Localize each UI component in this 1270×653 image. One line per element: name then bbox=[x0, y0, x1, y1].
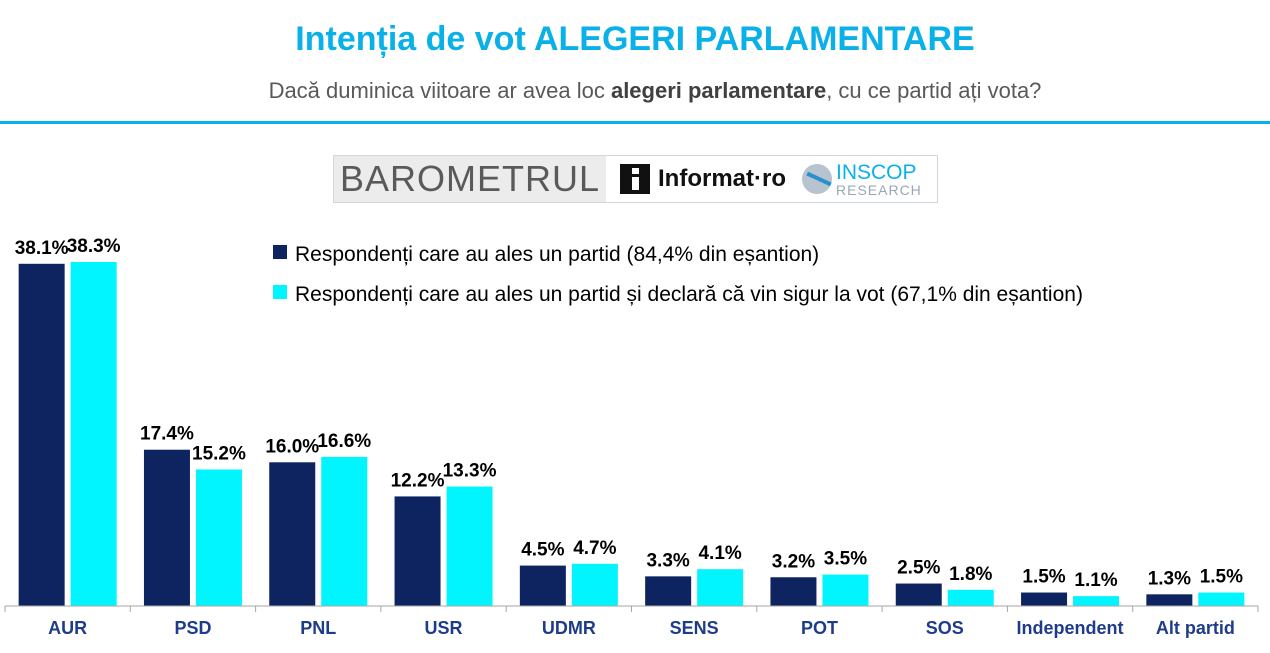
category-label-independent: Independent bbox=[1017, 618, 1124, 638]
value-label-usr-series-2: 13.3% bbox=[443, 461, 497, 482]
subtitle-text-start: Dacă duminica viitoare ar avea loc bbox=[268, 78, 611, 103]
value-label-pnl-series-1: 16.0% bbox=[265, 436, 319, 457]
value-label-alt-partid-series-1: 1.3% bbox=[1148, 568, 1191, 589]
category-label-usr: USR bbox=[425, 618, 463, 638]
value-label-sens-series-1: 3.3% bbox=[646, 550, 689, 571]
inscop-logo-subtext: RESEARCH bbox=[836, 181, 922, 198]
legend-label-series-1: Respondenți care au ales un partid (84,4… bbox=[295, 243, 819, 266]
value-label-sos-series-2: 1.8% bbox=[949, 564, 992, 585]
inscop-logo-text: INSCOP bbox=[836, 160, 917, 184]
category-label-sens: SENS bbox=[670, 618, 719, 638]
value-label-aur-series-1: 38.1% bbox=[15, 238, 69, 259]
bar-usr-series-2 bbox=[446, 486, 493, 606]
informat-logo: Informat·ro bbox=[620, 164, 786, 194]
value-label-aur-series-2: 38.3% bbox=[67, 236, 121, 257]
legend-label-series-2: Respondenți care au ales un partid și de… bbox=[295, 283, 1083, 306]
value-label-sos-series-1: 2.5% bbox=[897, 558, 940, 579]
inscop-logo-icon bbox=[802, 164, 832, 194]
bar-sens-series-2 bbox=[697, 569, 744, 606]
bar-psd-series-2 bbox=[195, 469, 242, 606]
bar-alt-partid-series-1 bbox=[1146, 594, 1193, 606]
value-label-udmr-series-2: 4.7% bbox=[573, 538, 616, 559]
value-label-pot-series-1: 3.2% bbox=[772, 551, 815, 572]
value-label-psd-series-2: 15.2% bbox=[192, 443, 246, 464]
category-label-udmr: UDMR bbox=[542, 618, 596, 638]
legend-swatch-series-1 bbox=[273, 245, 287, 259]
value-label-usr-series-1: 12.2% bbox=[391, 470, 445, 491]
chart-category-labels: AUR PSD PNL USR UDMR SENS POT SOS Independent Alt… bbox=[48, 618, 1235, 638]
subtitle-text-end: , cu ce partid ați vota? bbox=[826, 78, 1042, 103]
informat-logo-text: Informat·ro bbox=[658, 165, 786, 192]
bar-pnl-series-2 bbox=[321, 456, 368, 606]
bar-usr-series-1 bbox=[394, 496, 441, 606]
title-divider bbox=[0, 121, 1270, 124]
bar-sens-series-1 bbox=[645, 576, 692, 606]
value-label-independent-series-1: 1.5% bbox=[1022, 567, 1065, 588]
page-subtitle: Dacă duminica viitoare ar avea loc alege… bbox=[0, 78, 1270, 104]
bar-pnl-series-1 bbox=[269, 462, 316, 606]
subtitle-bold-text: alegeri parlamentare bbox=[610, 78, 827, 103]
page-title: Intenția de vot ALEGERI PARLAMENTARE bbox=[295, 20, 975, 58]
sponsor-logos-banner: BAROMETRUL Informat·ro INSCOP RESEARCH bbox=[333, 155, 938, 203]
bar-aur-series-1 bbox=[18, 263, 65, 606]
legend-swatch-series-2 bbox=[273, 285, 287, 299]
chart-legend: Respondenți care au ales un partid (84,4… bbox=[273, 243, 1083, 306]
bar-psd-series-1 bbox=[143, 449, 190, 606]
chart-x-axis bbox=[4, 605, 1259, 612]
category-label-pnl: PNL bbox=[300, 618, 336, 638]
category-label-aur: AUR bbox=[48, 618, 87, 638]
value-label-pot-series-2: 3.5% bbox=[824, 549, 867, 570]
value-label-alt-partid-series-2: 1.5% bbox=[1200, 567, 1243, 588]
bar-aur-series-2 bbox=[70, 262, 117, 606]
value-label-psd-series-1: 17.4% bbox=[140, 424, 194, 445]
bar-pot-series-2 bbox=[822, 574, 869, 606]
barometrul-logo: BAROMETRUL bbox=[334, 156, 606, 202]
value-label-pnl-series-2: 16.6% bbox=[317, 431, 371, 452]
bar-independent-series-1 bbox=[1021, 592, 1068, 606]
bar-udmr-series-1 bbox=[519, 565, 566, 606]
category-label-psd: PSD bbox=[174, 618, 211, 638]
value-label-independent-series-2: 1.1% bbox=[1074, 570, 1117, 591]
bar-udmr-series-2 bbox=[571, 563, 618, 606]
informat-logo-icon bbox=[620, 164, 650, 194]
bar-pot-series-1 bbox=[770, 577, 817, 606]
chart-bars bbox=[18, 262, 1245, 606]
value-label-udmr-series-1: 4.5% bbox=[521, 540, 564, 561]
category-label-alt-partid: Alt partid bbox=[1156, 618, 1235, 638]
inscop-logo: INSCOP RESEARCH bbox=[802, 162, 922, 197]
chart-value-labels: 38.1%38.3% 17.4%15.2% 16.0%16.6% 12.2%13.3%… bbox=[15, 236, 1243, 591]
bar-alt-partid-series-2 bbox=[1198, 592, 1245, 606]
value-label-sens-series-2: 4.1% bbox=[698, 543, 741, 564]
bar-sos-series-2 bbox=[947, 589, 994, 606]
category-label-sos: SOS bbox=[926, 618, 964, 638]
category-label-pot: POT bbox=[801, 618, 838, 638]
bar-independent-series-2 bbox=[1073, 596, 1120, 606]
bar-sos-series-1 bbox=[895, 583, 942, 606]
